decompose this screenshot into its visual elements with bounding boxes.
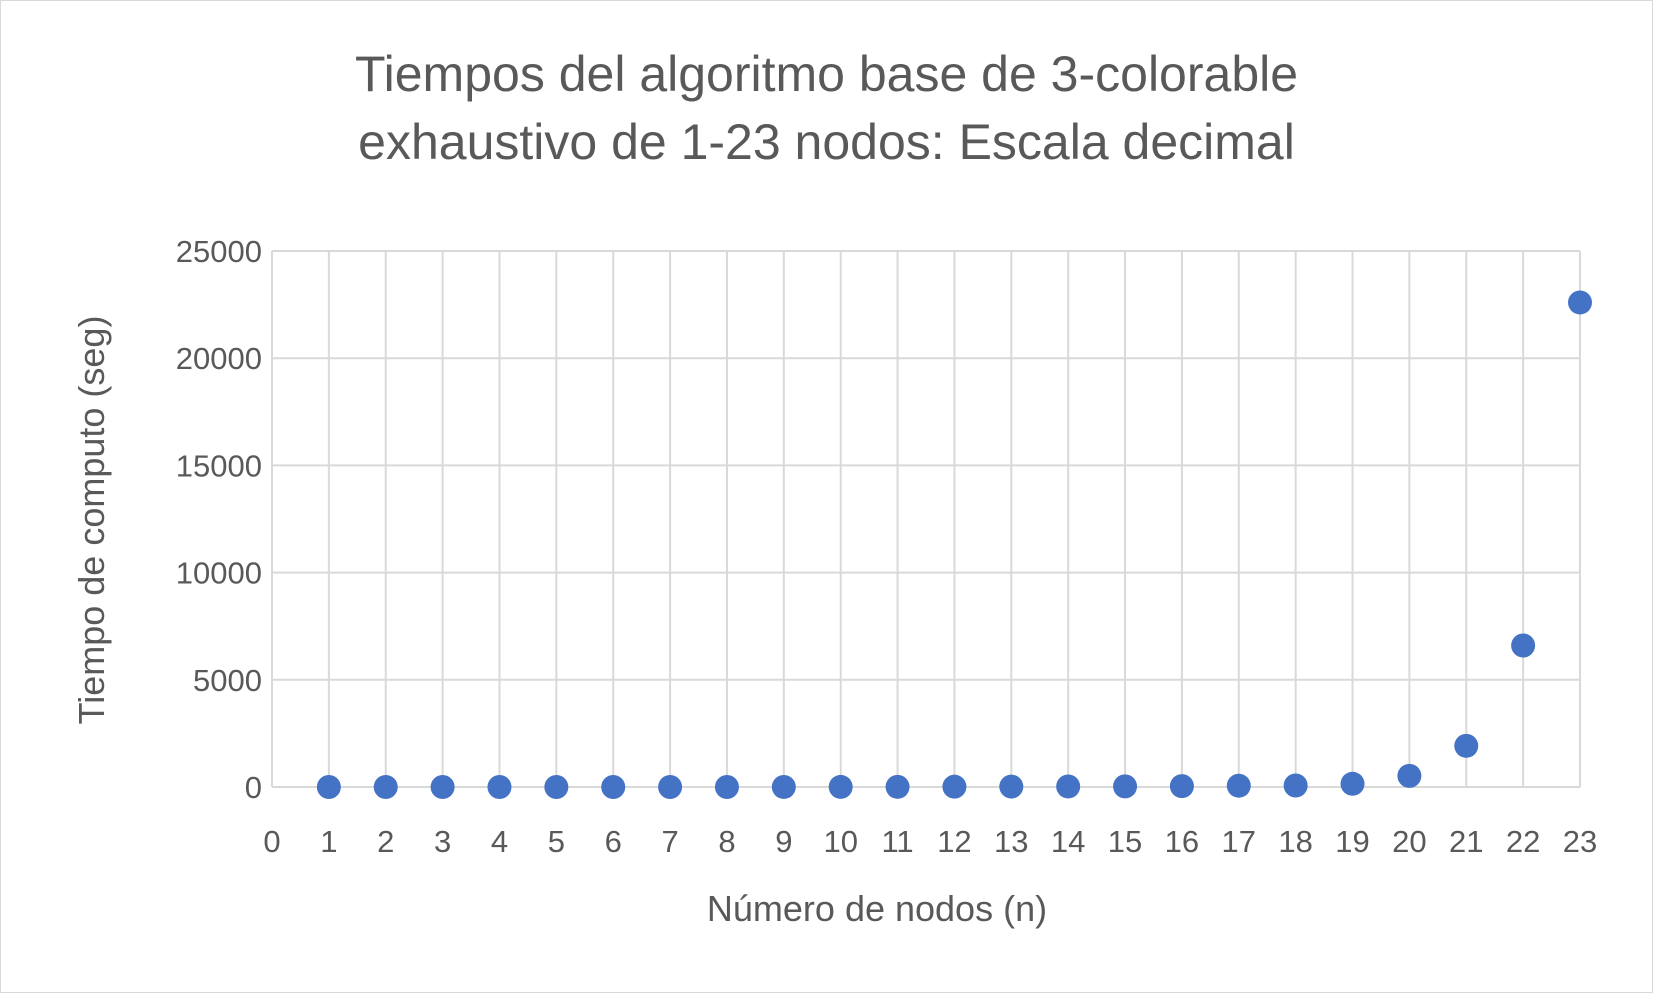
data-point <box>1397 763 1422 788</box>
x-tick-label: 12 <box>937 824 971 859</box>
y-tick-label: 25000 <box>176 234 262 269</box>
y-tick-label: 10000 <box>176 556 262 591</box>
data-point <box>1113 774 1138 799</box>
data-point <box>828 774 853 799</box>
data-point <box>714 774 739 799</box>
x-tick-label: 20 <box>1392 824 1426 859</box>
data-point <box>487 775 512 799</box>
x-axis-title: Número de nodos (n) <box>707 888 1047 929</box>
x-tick-label: 16 <box>1165 824 1199 859</box>
data-point <box>658 775 683 799</box>
data-point <box>771 774 796 799</box>
chart-title-line-1: Tiempos del algoritmo base de 3-colorabl… <box>354 46 1299 102</box>
y-tick-label: 0 <box>245 770 262 805</box>
x-tick-label: 6 <box>605 824 622 859</box>
data-point <box>544 775 569 799</box>
x-tick-label: 5 <box>548 824 565 859</box>
x-tick-label: 23 <box>1563 824 1597 859</box>
x-tick-label: 17 <box>1222 824 1256 859</box>
x-tick-label: 9 <box>775 824 792 859</box>
data-point <box>885 774 910 799</box>
data-point <box>1056 774 1081 799</box>
gridlines <box>271 250 1581 788</box>
chart-title: Tiempos del algoritmo base de 3-colorabl… <box>0 40 1653 176</box>
x-tick-label: 0 <box>263 824 280 859</box>
y-tick-label: 20000 <box>176 341 262 376</box>
data-points <box>316 290 1592 799</box>
x-tick-label: 13 <box>994 824 1028 859</box>
y-tick-label: 15000 <box>176 448 262 483</box>
data-point <box>1340 771 1365 796</box>
data-point <box>373 775 398 799</box>
data-point <box>1226 773 1251 798</box>
data-point <box>1568 290 1592 315</box>
x-tick-label: 18 <box>1278 824 1312 859</box>
x-tick-label: 21 <box>1449 824 1483 859</box>
x-tick-label: 11 <box>881 824 913 859</box>
data-point <box>1169 774 1194 799</box>
data-point <box>1454 733 1479 758</box>
x-tick-label: 15 <box>1108 824 1142 859</box>
y-tick-label: 5000 <box>193 663 262 698</box>
chart-title-line-2: exhaustivo de 1-23 nodos: Escala decimal <box>358 114 1295 170</box>
data-point <box>999 774 1024 799</box>
x-tick-label: 3 <box>434 824 451 859</box>
x-tick-label: 22 <box>1506 824 1540 859</box>
y-axis-title: Tiempo de computo (seg) <box>71 316 112 725</box>
data-point <box>1283 773 1308 798</box>
data-point <box>942 774 967 799</box>
x-tick-label: 1 <box>320 824 337 859</box>
data-point <box>430 775 455 799</box>
x-tick-label: 8 <box>718 824 735 859</box>
x-tick-label: 19 <box>1335 824 1369 859</box>
x-tick-label: 2 <box>377 824 394 859</box>
x-tick-label: 10 <box>823 824 857 859</box>
data-point <box>601 775 626 799</box>
x-tick-label: 7 <box>661 824 678 859</box>
data-point <box>1511 633 1536 658</box>
x-tick-label: 14 <box>1051 824 1085 859</box>
x-tick-label: 4 <box>491 824 508 859</box>
data-point <box>316 775 341 799</box>
